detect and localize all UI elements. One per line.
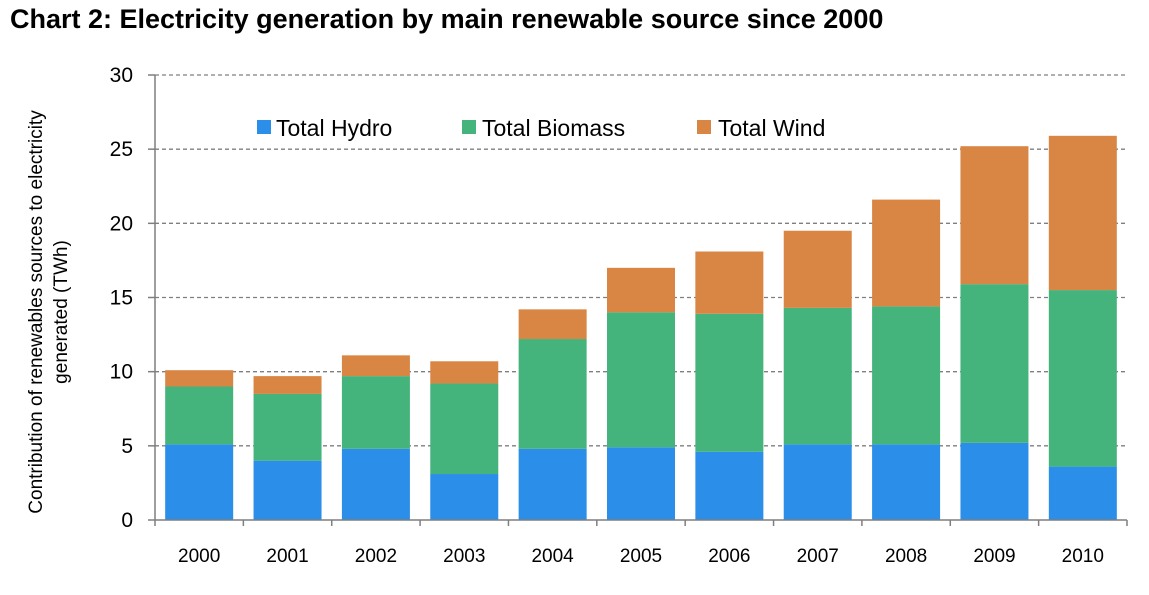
x-tick-label: 2010 bbox=[1062, 546, 1104, 567]
y-axis-title: Contribution of renewables sources to el… bbox=[26, 110, 72, 514]
legend-label: Total Biomass bbox=[482, 115, 625, 141]
x-tick-label: 2008 bbox=[885, 546, 927, 567]
bar-segment bbox=[695, 251, 764, 314]
legend-label: Total Wind bbox=[718, 115, 825, 141]
bar-segment bbox=[1048, 466, 1117, 520]
y-tick-label: 15 bbox=[110, 287, 133, 310]
bar-segment bbox=[341, 355, 410, 377]
bar-segment bbox=[253, 460, 322, 520]
bar-segment bbox=[165, 386, 234, 445]
legend-swatch bbox=[462, 120, 476, 134]
bar-segment bbox=[518, 309, 587, 340]
bar-segment bbox=[960, 442, 1029, 520]
y-tick-label: 20 bbox=[110, 212, 133, 235]
bar-segment bbox=[607, 312, 675, 448]
bars bbox=[165, 135, 1117, 520]
bar-segment bbox=[430, 383, 499, 475]
bar-segment bbox=[872, 306, 941, 445]
y-tick-label: 10 bbox=[110, 361, 133, 384]
bar-segment bbox=[960, 146, 1029, 285]
x-tick-label: 2005 bbox=[620, 546, 662, 567]
legend-swatch bbox=[257, 120, 271, 134]
bar-segment bbox=[607, 447, 675, 520]
x-tick-label: 2006 bbox=[708, 546, 750, 567]
bar-segment bbox=[253, 376, 322, 394]
y-axis-title-line: generated (TWh) bbox=[51, 240, 72, 384]
bar-segment bbox=[607, 267, 675, 313]
y-tick-label: 5 bbox=[121, 435, 133, 458]
bar-segment bbox=[872, 199, 941, 307]
bar-segment bbox=[872, 444, 941, 520]
bar-segment bbox=[165, 370, 234, 387]
y-tick-label: 0 bbox=[121, 509, 133, 532]
bar-segment bbox=[1048, 135, 1117, 291]
legend: Total Hydro Total Biomass Total Wind bbox=[257, 115, 825, 141]
bar-segment bbox=[695, 451, 764, 520]
tick-labels: 0 5 10 15 20 25 30 2000 2001 2002 2003 2004 2005 2006… bbox=[110, 64, 1104, 567]
bar-segment bbox=[1048, 290, 1117, 467]
bar-segment bbox=[430, 361, 499, 384]
x-tick-label: 2007 bbox=[797, 546, 839, 567]
bar-segment bbox=[430, 474, 499, 520]
bar-segment bbox=[518, 448, 587, 520]
bar-segment bbox=[783, 444, 852, 520]
chart-title: Chart 2: Electricity generation by main … bbox=[10, 4, 884, 34]
y-axis-title-line: Contribution of renewables sources to el… bbox=[26, 110, 47, 514]
bar-segment bbox=[165, 444, 234, 520]
y-tick-label: 30 bbox=[110, 64, 133, 87]
y-tick-label: 25 bbox=[110, 138, 133, 161]
legend-label: Total Hydro bbox=[276, 115, 392, 141]
x-tick-label: 2001 bbox=[266, 546, 308, 567]
bar-segment bbox=[783, 230, 852, 308]
bar-segment bbox=[783, 307, 852, 445]
x-tick-label: 2009 bbox=[973, 546, 1015, 567]
bar-segment bbox=[341, 376, 410, 449]
bar-segment bbox=[253, 393, 322, 461]
x-tick-label: 2000 bbox=[178, 546, 220, 567]
bar-segment bbox=[341, 448, 410, 520]
bar-segment bbox=[695, 313, 764, 452]
legend-swatch bbox=[697, 120, 711, 134]
bar-segment bbox=[960, 284, 1029, 443]
x-tick-label: 2002 bbox=[355, 546, 397, 567]
x-tick-label: 2004 bbox=[531, 546, 574, 567]
bar-segment bbox=[518, 339, 587, 449]
x-tick-label: 2003 bbox=[443, 546, 485, 567]
axes bbox=[148, 74, 1128, 526]
